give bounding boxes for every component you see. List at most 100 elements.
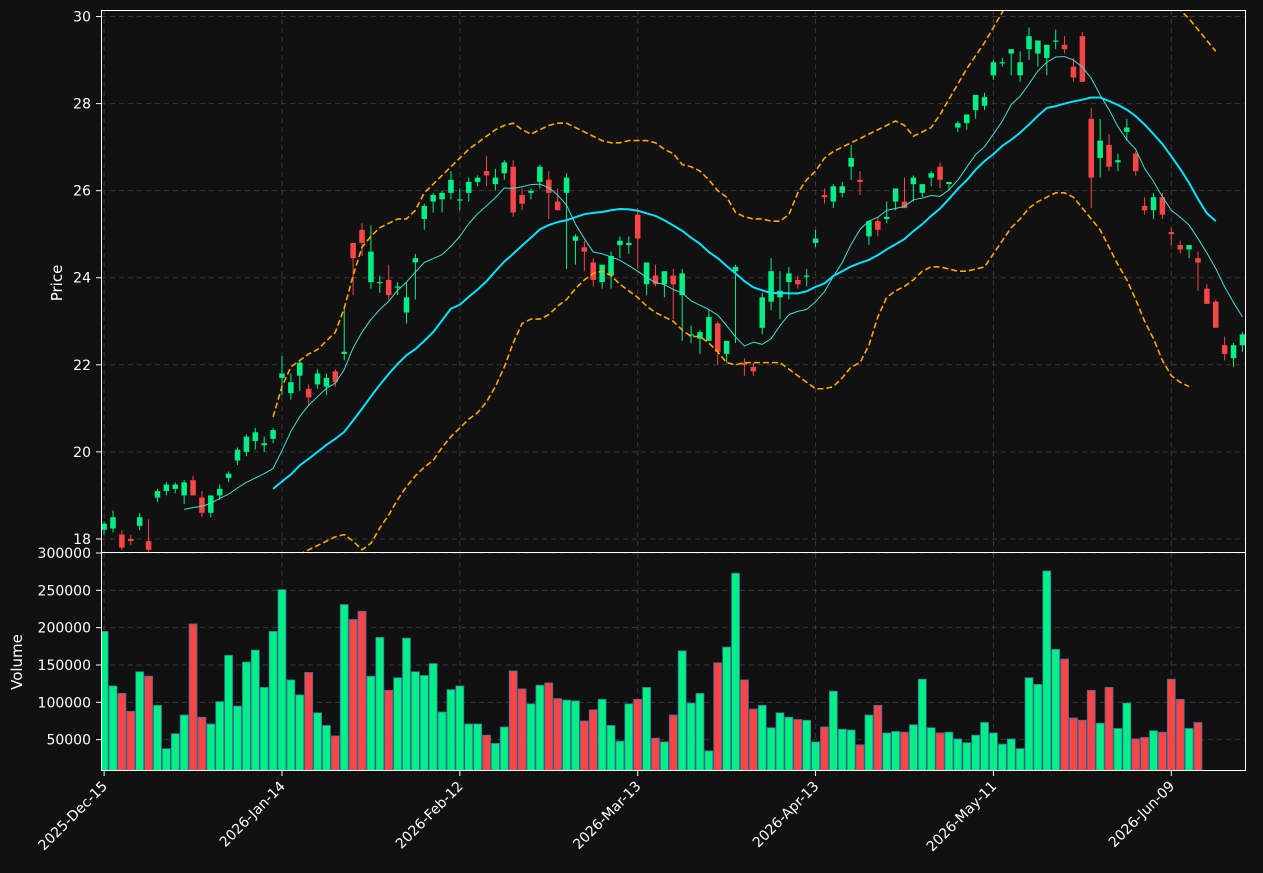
volume-bar: [1113, 728, 1123, 771]
volume-bar: [891, 731, 901, 771]
candle-body: [1070, 66, 1077, 78]
candle-body: [768, 271, 774, 302]
volume-bar: [410, 671, 420, 771]
volume-bar: [1140, 737, 1150, 771]
volume-bar: [1104, 686, 1114, 771]
candle-body: [448, 179, 454, 193]
candle-body: [1159, 197, 1166, 215]
candle-body: [563, 177, 570, 193]
volume-bar: [677, 650, 687, 771]
candle-body: [243, 436, 250, 452]
candle-body: [1230, 345, 1237, 359]
volume-bar: [1077, 719, 1087, 771]
candle-body: [1186, 245, 1192, 250]
price-tick-label: 24: [73, 271, 91, 287]
candle-body: [741, 362, 748, 365]
volume-bar: [748, 708, 758, 771]
volume-bar: [179, 714, 189, 771]
price-grid: [101, 10, 1246, 552]
candle-body: [341, 351, 347, 354]
price-tick-label: 26: [73, 184, 91, 200]
volume-bar: [579, 720, 589, 771]
candle-body: [848, 158, 854, 167]
volume-bar: [562, 699, 571, 771]
price-tick-label: 28: [73, 97, 91, 113]
candle-body: [181, 482, 187, 496]
candle-body: [999, 62, 1006, 64]
volume-bar: [908, 724, 918, 771]
volume-bar: [1086, 689, 1096, 771]
volume-bar: [811, 741, 820, 771]
volume-bar: [606, 725, 616, 771]
candle-body: [795, 279, 801, 285]
slow-moving-average-line: [272, 96, 1217, 490]
candle-body: [821, 195, 828, 198]
volume-bar: [250, 649, 260, 771]
volume-bar: [242, 661, 251, 771]
volume-bar: [304, 672, 314, 771]
volume-bar: [553, 698, 563, 771]
candle-body: [946, 181, 952, 185]
volume-bar: [917, 678, 927, 771]
volume-tick-label: 200000: [38, 621, 91, 637]
candle-body: [1026, 36, 1032, 50]
volume-bar: [544, 682, 554, 771]
volume-bar: [944, 731, 954, 771]
volume-tick-label: 250000: [38, 583, 91, 599]
candle-body: [172, 484, 179, 489]
candle-body: [199, 497, 205, 513]
candle-body: [714, 323, 721, 352]
volume-bar: [784, 716, 794, 771]
volume-bar: [1175, 698, 1185, 771]
candle-body: [830, 186, 837, 202]
price-tick-label: 22: [73, 358, 91, 374]
candle-body: [919, 184, 926, 193]
volume-bar: [1006, 738, 1016, 771]
volume-bar: [330, 735, 340, 771]
candle-body: [225, 473, 232, 478]
volume-bar: [322, 725, 331, 771]
volume-tick-label: 100000: [38, 695, 91, 711]
candle-body: [901, 201, 908, 209]
volume-bar: [508, 670, 518, 771]
candle-body: [1177, 245, 1183, 250]
volume-bar: [828, 690, 838, 771]
candle-body: [857, 179, 863, 182]
candle-body: [385, 279, 392, 296]
candle-body: [332, 371, 339, 383]
candle-body: [706, 316, 712, 341]
volume-bar: [268, 630, 278, 771]
candle-body: [1150, 197, 1157, 211]
candle-body: [1079, 36, 1086, 82]
candle-body: [652, 275, 659, 285]
volume-bar: [953, 738, 963, 771]
volume-bar: [588, 709, 598, 771]
candle-body: [1052, 40, 1059, 42]
candle-body: [1221, 345, 1228, 354]
volume-bar: [686, 702, 696, 771]
candle-body: [1017, 62, 1023, 76]
candle-body: [546, 179, 552, 193]
candle-body: [279, 373, 285, 378]
volume-bar: [633, 698, 643, 771]
candle-body: [732, 266, 739, 272]
candle-body: [208, 495, 214, 513]
candle-body: [661, 271, 668, 285]
candle-body: [803, 275, 810, 277]
candle-body: [866, 221, 872, 237]
candle-body: [981, 97, 988, 106]
candle-body: [128, 538, 134, 542]
volume-bar: [455, 685, 465, 771]
candle-body: [216, 488, 223, 496]
volume-bar: [837, 728, 847, 771]
candle-body: [1088, 118, 1095, 178]
volume-bar: [170, 733, 180, 771]
price-axis-label: Price: [48, 265, 66, 302]
volume-bar: [224, 654, 234, 771]
candle-body: [297, 362, 303, 376]
volume-bar: [980, 722, 989, 771]
volume-bar: [295, 694, 305, 771]
candle-body: [1115, 160, 1121, 163]
candle-body: [892, 188, 899, 202]
price-tick-label: 30: [73, 10, 91, 26]
